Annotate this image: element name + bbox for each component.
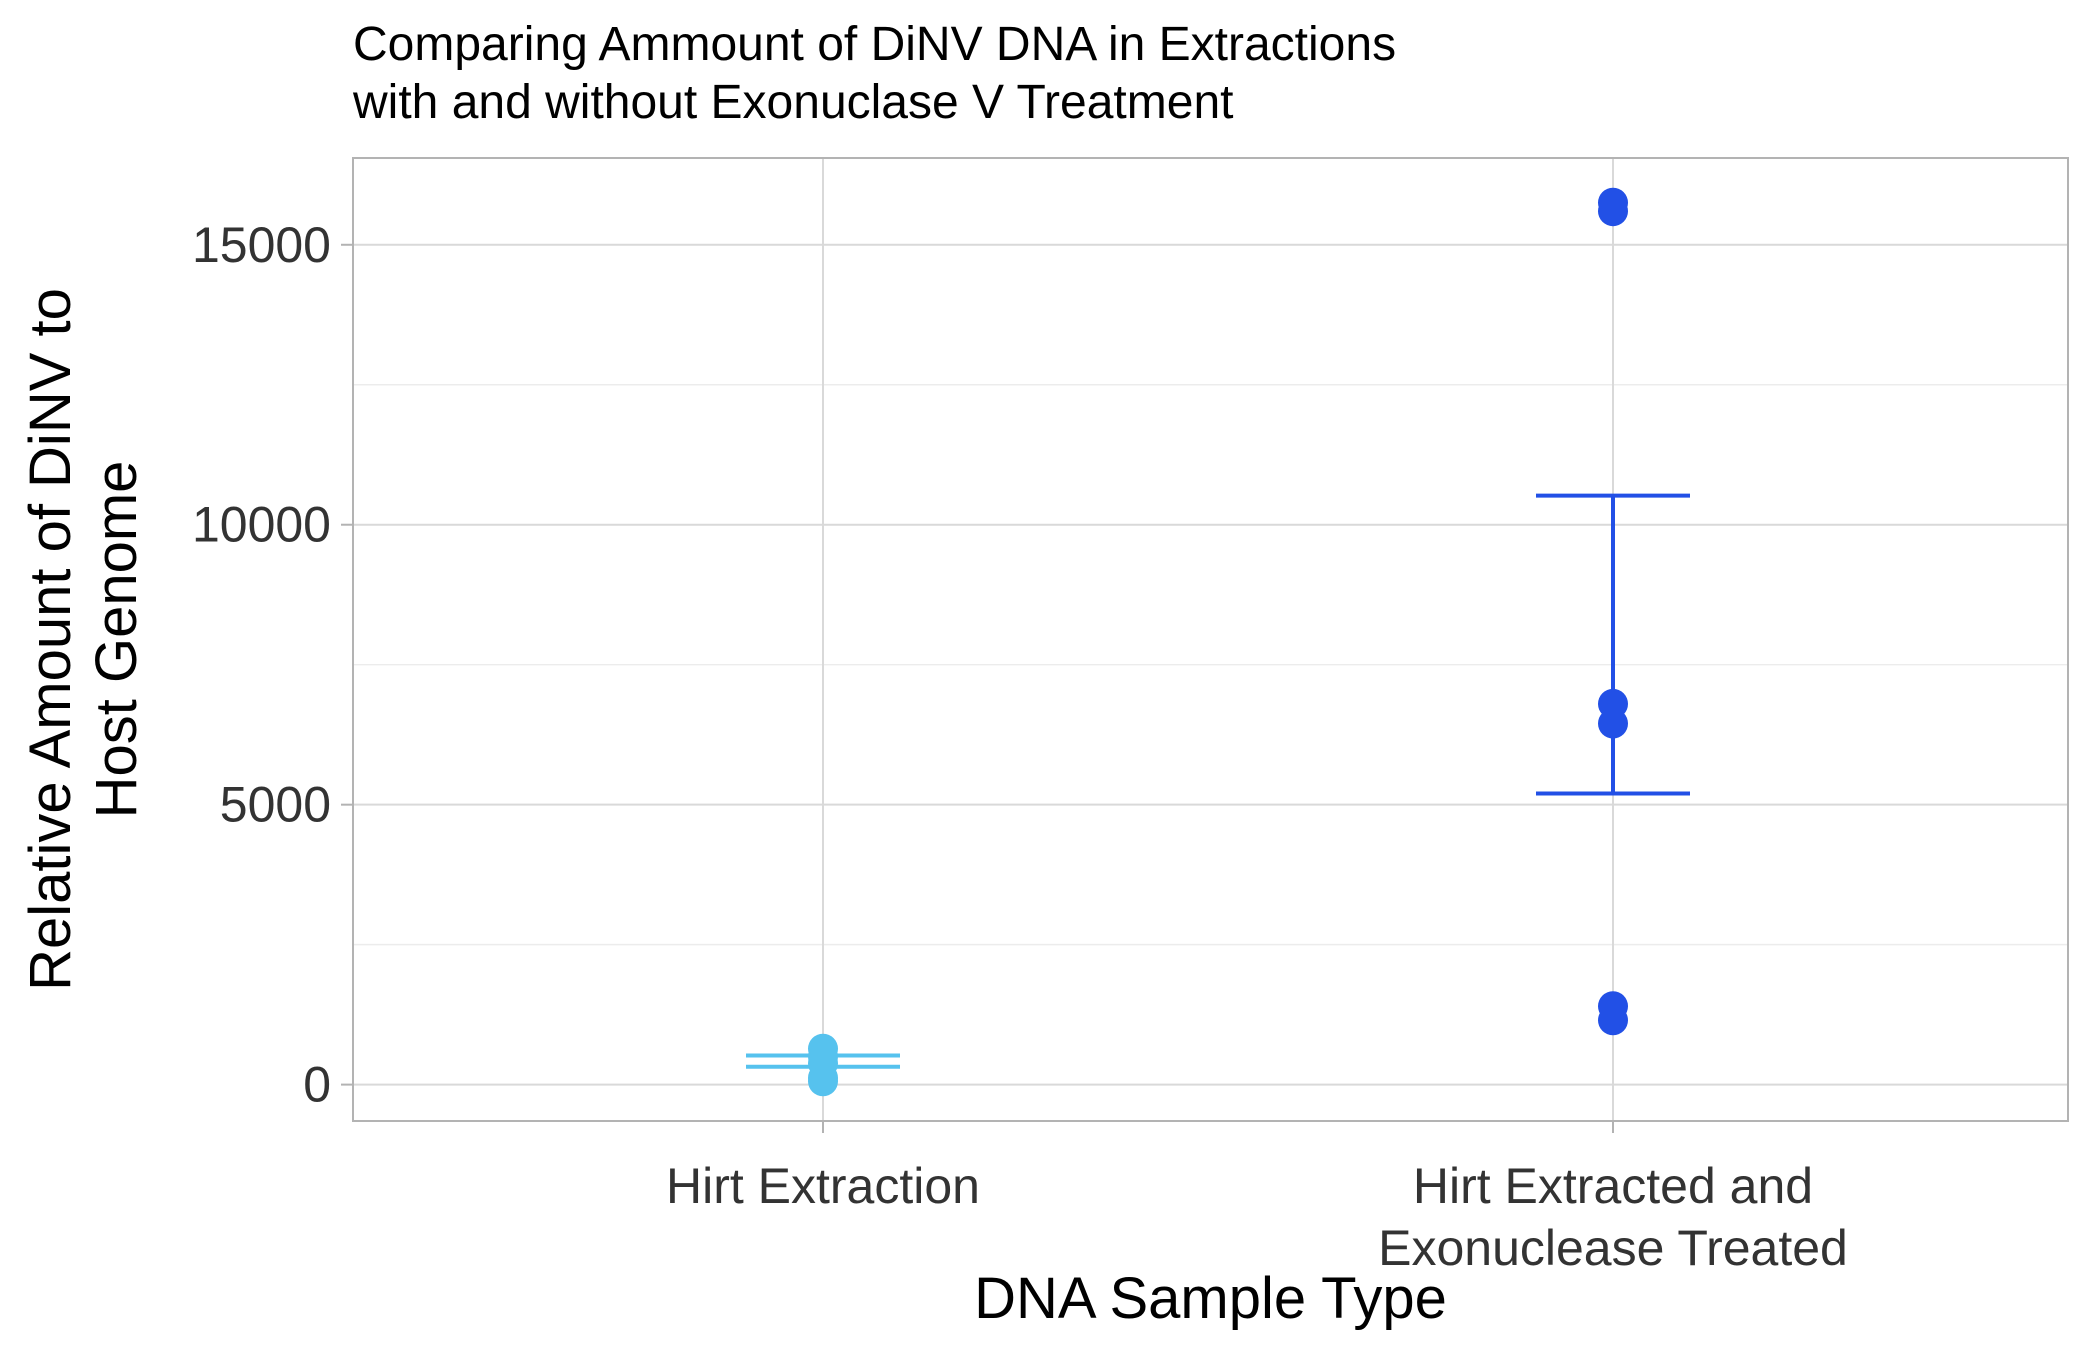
data-point-hirt-extraction-4 <box>808 1066 838 1097</box>
x-tick-label-hirt-extraction: Hirt Extraction <box>666 1158 980 1214</box>
data-point-hirt-extracted-and-exonuclease-treated-1 <box>1598 196 1628 227</box>
axis-ticks <box>341 243 1614 1133</box>
grid <box>353 158 2068 1121</box>
y-tick-label-10000: 10000 <box>192 497 331 553</box>
error-bars <box>746 493 1690 1069</box>
tick-labels: 0 5000 10000 15000 Hirt Extraction Hirt Extra… <box>192 217 1848 1276</box>
y-axis-title: Relative Amount of DiNV toHost Genome <box>18 288 149 991</box>
y-tick-label-5000: 5000 <box>220 777 331 833</box>
data-points <box>808 187 1628 1097</box>
x-tick-label-hirt-extracted-and-exonuclease-treated: Hirt Extracted and Exonuclease Treated <box>1378 1158 1848 1276</box>
x-axis-title: DNA Sample Type <box>974 1266 1447 1331</box>
y-tick-label-0: 0 <box>303 1057 331 1113</box>
data-point-hirt-extracted-and-exonuclease-treated-3 <box>1598 708 1628 739</box>
chart-title: Comparing Ammount of DiNV DNA in Extract… <box>352 18 1396 129</box>
y-tick-label-15000: 15000 <box>192 217 331 273</box>
plot-panel <box>352 157 2069 1122</box>
data-point-hirt-extracted-and-exonuclease-treated-5 <box>1598 1005 1628 1036</box>
